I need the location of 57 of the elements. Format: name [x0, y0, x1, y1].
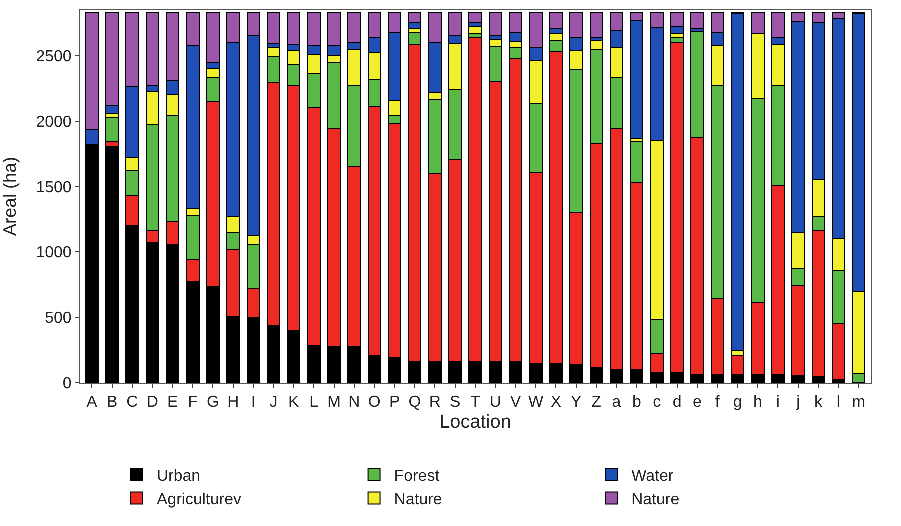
x-tick-label: c [653, 394, 662, 412]
legend-label: Nature [394, 492, 442, 509]
x-tick-label: T [470, 394, 481, 412]
x-tick-label: d [672, 394, 682, 412]
bar [690, 12, 704, 30]
bar [488, 12, 502, 37]
x-tick-label: R [429, 394, 441, 412]
x-tick-label: l [836, 394, 840, 412]
x-tick-label: J [270, 394, 278, 412]
legend-label: Water [632, 468, 674, 485]
y-tick-label: 2500 [36, 48, 72, 66]
x-tick-label: e [693, 394, 702, 412]
bar [106, 146, 120, 383]
x-tick-label: Z [592, 394, 602, 412]
x-tick-label: k [814, 394, 824, 412]
legend-label: Urban [157, 468, 201, 485]
x-tick-label: U [490, 394, 502, 412]
x-tick-label: S [450, 394, 461, 412]
x-tick-label: K [288, 394, 300, 412]
x-tick-label: G [206, 394, 220, 412]
x-tick-label: m [852, 394, 866, 412]
x-tick-label: M [328, 394, 341, 412]
y-axis-title: Areal (ha) [0, 156, 20, 236]
y-tick-label: 2000 [36, 114, 72, 131]
y-tick-label: 500 [45, 310, 72, 328]
x-tick-label: C [126, 394, 138, 412]
x-tick-label: X [550, 394, 562, 412]
x-tick-label: D [146, 394, 158, 412]
x-tick-label: b [632, 394, 642, 412]
x-tick-label: H [228, 394, 240, 412]
legend-label: Agriculturev [157, 492, 242, 509]
x-tick-label: f [715, 394, 720, 412]
x-tick-label: F [188, 394, 198, 412]
x-tick-label: a [612, 394, 622, 412]
x-tick-label: A [86, 394, 98, 412]
x-tick-label: j [796, 394, 800, 412]
legend-label: Forest [394, 468, 440, 485]
x-axis-title: Location [440, 412, 512, 433]
x-tick-label: g [733, 394, 742, 412]
x-tick-label: Q [408, 394, 422, 412]
x-tick-label: O [368, 394, 381, 412]
legend-label: Nature [632, 492, 680, 509]
x-tick-label: N [348, 394, 360, 412]
x-tick-label: i [776, 394, 780, 412]
x-tick-label: P [389, 394, 400, 412]
x-tick-label: Y [571, 394, 582, 412]
bar [590, 12, 604, 39]
y-tick-label: 0 [62, 376, 72, 393]
x-tick-label: E [167, 394, 178, 412]
x-tick-label: I [251, 394, 256, 412]
x-tick-label: W [528, 394, 544, 412]
y-tick-label: 1500 [36, 179, 72, 196]
x-tick-label: V [510, 394, 522, 412]
x-tick-label: L [310, 394, 319, 412]
x-tick-label: h [754, 394, 762, 412]
x-tick-label: B [106, 394, 118, 412]
y-tick-label: 1000 [36, 244, 72, 262]
